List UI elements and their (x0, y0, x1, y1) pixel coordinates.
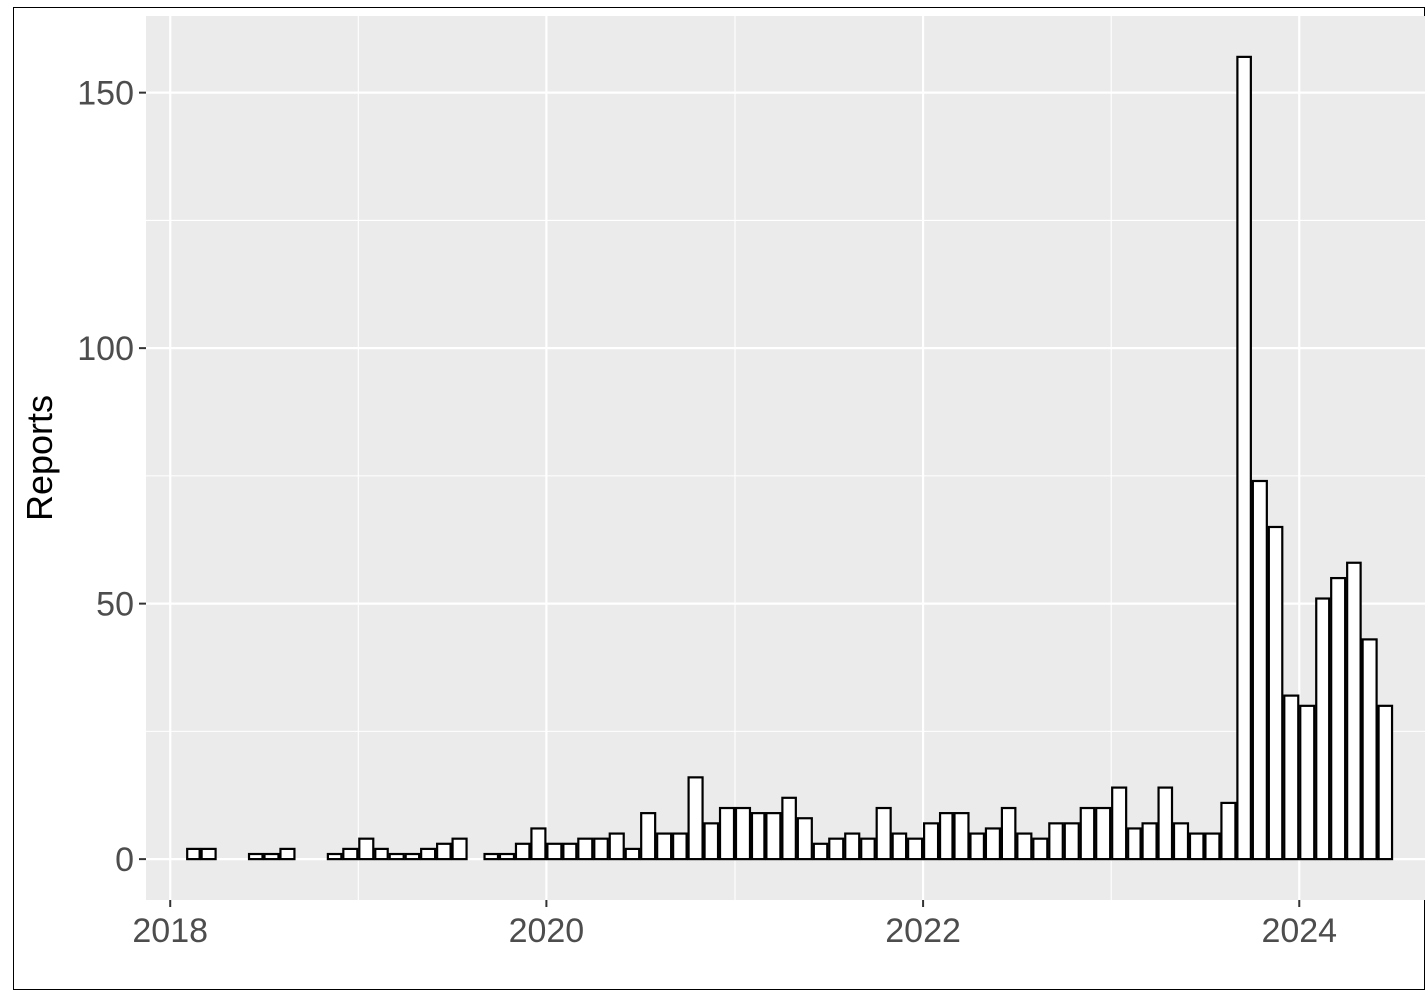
bar-2019-03 (388, 852, 405, 861)
bar-2020-09 (672, 832, 688, 861)
bar-2022-11 (1079, 806, 1096, 861)
bar-2022-03 (953, 812, 970, 861)
bar-2024-04 (1346, 561, 1362, 861)
bar-2018-06 (247, 852, 264, 861)
bar-2019-11 (514, 842, 531, 861)
bar-2023-05 (1172, 822, 1190, 861)
bar-2018-02 (186, 847, 201, 861)
bar-2021-02 (750, 812, 766, 861)
bar-2022-12 (1095, 806, 1112, 861)
bar-2023-06 (1188, 832, 1205, 861)
bar-2022-06 (1000, 806, 1017, 861)
bar-2021-06 (812, 842, 829, 861)
bar-2023-07 (1204, 832, 1221, 861)
bar-2018-03 (200, 847, 217, 861)
bar-2022-09 (1048, 822, 1064, 861)
bar-2022-01 (922, 822, 940, 861)
bar-2021-05 (796, 817, 813, 861)
bar-2024-05 (1361, 638, 1378, 861)
bar-2022-07 (1016, 832, 1033, 861)
bar-2023-02 (1127, 827, 1142, 861)
bar-2024-01 (1299, 704, 1316, 861)
y-axis-title: Reports (19, 395, 60, 521)
bar-2021-01 (734, 806, 752, 861)
bar-2019-09 (483, 852, 500, 861)
bar-2022-08 (1032, 837, 1049, 861)
bar-2021-03 (765, 812, 782, 861)
bar-2024-03 (1330, 576, 1347, 861)
bars (186, 55, 1394, 861)
bar-2018-08 (279, 847, 296, 861)
bar-2020-06 (624, 847, 641, 861)
bar-2021-07 (828, 837, 845, 861)
bar-2023-04 (1157, 786, 1174, 861)
bar-2023-01 (1111, 786, 1128, 861)
bar-2021-10 (875, 806, 892, 861)
bar-2018-07 (263, 852, 280, 861)
bar-2020-02 (562, 842, 578, 861)
bar-2019-04 (404, 852, 421, 861)
bar-2023-11 (1267, 525, 1284, 861)
y-tick-label-150: 150 (77, 75, 134, 113)
bar-2023-10 (1251, 479, 1268, 861)
axes: 0 50 100 150 2018 2020 2022 2024 (77, 75, 1337, 950)
bar-2020-07 (640, 812, 657, 861)
bar-2021-08 (844, 832, 861, 861)
bar-2020-10 (687, 776, 704, 861)
bar-2020-03 (577, 837, 594, 861)
bar-2021-04 (781, 796, 797, 861)
bar-2019-07 (451, 837, 468, 861)
x-tick-label-2020: 2020 (509, 912, 585, 950)
bar-2022-02 (938, 812, 954, 861)
bar-2022-10 (1063, 822, 1080, 861)
y-tick-label-0: 0 (115, 841, 134, 879)
bar-2023-12 (1283, 694, 1300, 861)
x-tick-label-2022: 2022 (885, 912, 961, 950)
bar-2019-12 (530, 827, 547, 861)
bar-2021-11 (891, 832, 908, 861)
bar-2021-12 (907, 837, 924, 861)
bar-2019-05 (420, 847, 437, 861)
bar-2020-05 (608, 832, 625, 861)
bar-2023-08 (1220, 801, 1237, 861)
y-tick-label-100: 100 (77, 330, 134, 368)
bar-2020-11 (703, 822, 720, 861)
bar-2019-10 (498, 852, 516, 861)
bar-2023-03 (1141, 822, 1158, 861)
bar-2019-06 (436, 842, 452, 861)
bar-2022-04 (969, 832, 986, 861)
bar-2020-04 (593, 837, 609, 861)
bar-2020-08 (656, 832, 673, 861)
x-tick-label-2018: 2018 (132, 912, 208, 950)
bar-2024-06 (1377, 704, 1394, 861)
plot-panel (146, 16, 1425, 900)
bar-2024-02 (1315, 597, 1331, 861)
bar-2021-09 (860, 837, 876, 861)
bar-2018-11 (326, 852, 343, 861)
bar-2020-12 (718, 806, 736, 861)
x-tick-label-2024: 2024 (1261, 912, 1337, 950)
bar-2022-05 (984, 827, 1001, 861)
y-tick-label-50: 50 (96, 586, 134, 624)
bar-2019-02 (374, 847, 389, 861)
bar-2018-12 (342, 847, 359, 861)
bar-2023-09 (1236, 55, 1252, 861)
bar-2020-01 (546, 842, 563, 861)
bar-2019-01 (358, 837, 375, 861)
